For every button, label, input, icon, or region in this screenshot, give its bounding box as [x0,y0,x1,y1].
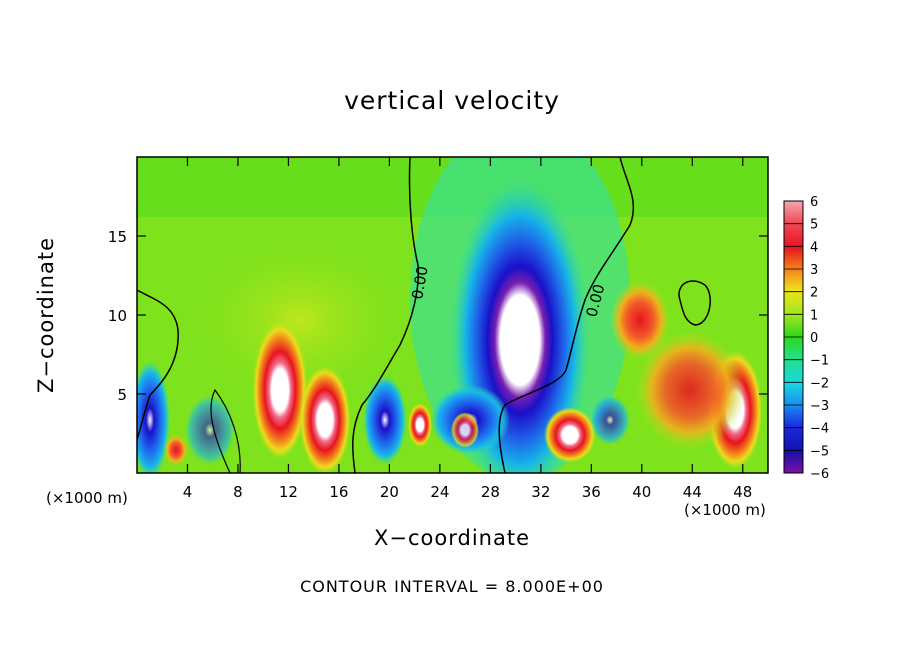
y-axis-label: Z−coordinate [34,237,58,393]
x-tick-label: 8 [233,483,243,501]
y-axis: 5 10 15 [108,228,768,404]
x-tick-label: 48 [733,483,752,501]
colorbar-labels: 6 5 4 3 2 1 0 −1 −2 −3 −4 −5 −6 [784,195,829,482]
x-tick-label: 28 [481,483,500,501]
contour-label: 0.00 [408,265,432,301]
colorbar-label: 5 [810,218,818,233]
colorbar-label: −6 [810,467,829,482]
x-axis-label: X−coordinate [374,526,530,550]
x-tick-label: 12 [279,483,298,501]
colorbar-label: −5 [810,444,829,459]
colorbar-label: 6 [810,195,818,210]
colorbar-label: −1 [810,354,829,369]
x-unit-right: (×1000 m) [684,501,766,519]
y-tick-label: 5 [117,386,127,404]
x-tick-label: 4 [183,483,193,501]
colorbar-label: −3 [810,399,829,414]
y-tick-label: 10 [108,307,127,325]
x-tick-label: 40 [632,483,651,501]
colorbar-label: 1 [810,308,818,323]
x-tick-label: 36 [582,483,601,501]
contour-interval-note: CONTOUR INTERVAL = 8.000E+00 [300,577,604,596]
x-tick-label: 20 [380,483,399,501]
y-tick-label: 15 [108,228,127,246]
updraft-core [252,320,308,460]
colorbar-label: 2 [810,286,818,301]
x-tick-label: 32 [531,483,550,501]
x-tick-label: 44 [683,483,702,501]
x-unit-left: (×1000 m) [46,489,128,507]
velocity-field: 0.00 0.00 [137,157,768,473]
x-tick-label: 24 [430,483,449,501]
colorbar-label: 3 [810,263,818,278]
colorbar-label: −4 [810,422,829,437]
colorbar-label: −2 [810,376,829,391]
x-axis: 4 8 12 16 20 24 28 32 36 40 44 48 [183,157,752,501]
colorbar-label: 0 [810,331,818,346]
x-tick-label: 16 [329,483,348,501]
chart-title: vertical velocity [344,86,560,115]
colorbar-label: 4 [810,240,818,255]
